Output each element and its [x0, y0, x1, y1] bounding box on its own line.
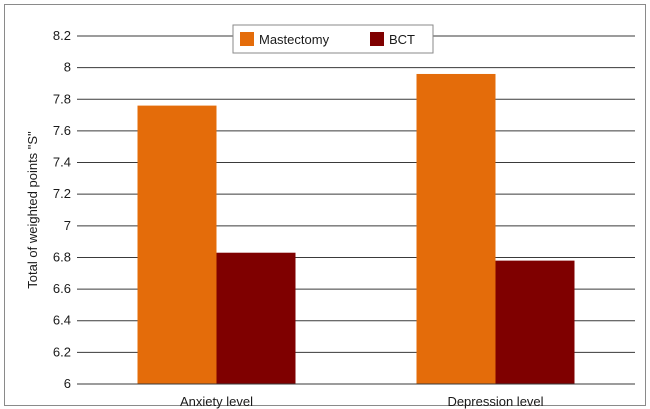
- y-tick-label: 6.2: [53, 344, 71, 359]
- x-tick-labels: Anxiety level Depression level: [180, 394, 544, 409]
- bar-bct-0: [216, 252, 296, 384]
- y-tick-label: 7.4: [53, 155, 71, 170]
- x-tick-label: Anxiety level: [180, 394, 253, 409]
- y-tick-labels: 6 6.2 6.4 6.6 6.8 7 7.2 7.4 7.6 7.8 8 8.2: [53, 28, 71, 391]
- x-tick-label: Depression level: [447, 394, 543, 409]
- legend: Mastectomy BCT: [232, 24, 434, 54]
- y-tick-label: 6.8: [53, 249, 71, 264]
- legend-swatch-mastectomy: [240, 32, 254, 46]
- y-tick-label: 6.4: [53, 313, 71, 328]
- bar-mastectomy-1: [416, 73, 496, 385]
- y-tick-label: 8.2: [53, 28, 71, 43]
- y-tick-label: 7.2: [53, 186, 71, 201]
- bar-bct-1: [495, 260, 575, 384]
- legend-box: [232, 24, 434, 54]
- y-tick-label: 7: [64, 218, 71, 233]
- y-tick-label: 6: [64, 376, 71, 391]
- bars: [137, 73, 575, 385]
- y-tick-label: 7.6: [53, 123, 71, 138]
- legend-swatch-bct: [370, 32, 384, 46]
- y-tick-label: 7.8: [53, 91, 71, 106]
- legend-label-mastectomy: Mastectomy: [259, 32, 330, 47]
- y-axis-title: Total of weighted points "S": [25, 131, 40, 289]
- legend-label-bct: BCT: [389, 32, 415, 47]
- y-tick-label: 8: [64, 60, 71, 75]
- y-tick-label: 6.6: [53, 281, 71, 296]
- bar-mastectomy-0: [137, 105, 217, 384]
